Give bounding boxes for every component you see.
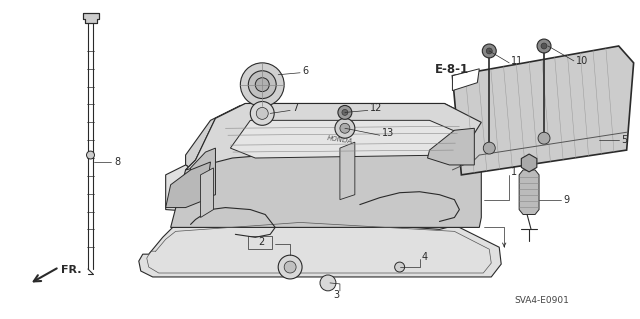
Text: 10: 10 bbox=[576, 56, 588, 66]
Circle shape bbox=[538, 132, 550, 144]
Circle shape bbox=[342, 109, 348, 115]
Text: FR.: FR. bbox=[61, 265, 82, 275]
Circle shape bbox=[541, 43, 547, 49]
Circle shape bbox=[241, 63, 284, 107]
Polygon shape bbox=[340, 142, 355, 200]
Text: 2: 2 bbox=[259, 237, 264, 247]
Circle shape bbox=[255, 78, 269, 92]
Polygon shape bbox=[452, 69, 479, 91]
Circle shape bbox=[250, 101, 274, 125]
Circle shape bbox=[256, 108, 268, 119]
Circle shape bbox=[338, 106, 352, 119]
Circle shape bbox=[340, 123, 350, 133]
Circle shape bbox=[483, 44, 496, 58]
Circle shape bbox=[284, 261, 296, 273]
Text: 5: 5 bbox=[621, 135, 627, 145]
Circle shape bbox=[483, 142, 495, 154]
Text: 8: 8 bbox=[114, 157, 120, 167]
Circle shape bbox=[335, 118, 355, 138]
Polygon shape bbox=[519, 170, 539, 214]
Polygon shape bbox=[166, 145, 479, 229]
Text: 11: 11 bbox=[511, 56, 524, 66]
Circle shape bbox=[86, 151, 95, 159]
Polygon shape bbox=[166, 162, 211, 208]
Polygon shape bbox=[171, 103, 481, 227]
Text: HONDA: HONDA bbox=[326, 135, 353, 145]
Text: 4: 4 bbox=[422, 252, 428, 262]
Polygon shape bbox=[452, 46, 634, 175]
Text: E-8-1: E-8-1 bbox=[435, 63, 469, 76]
Polygon shape bbox=[83, 13, 99, 23]
Polygon shape bbox=[428, 128, 474, 165]
Polygon shape bbox=[139, 218, 501, 277]
Circle shape bbox=[278, 255, 302, 279]
Polygon shape bbox=[186, 106, 479, 175]
Text: 3: 3 bbox=[333, 290, 339, 300]
Text: 6: 6 bbox=[302, 66, 308, 76]
Circle shape bbox=[486, 48, 492, 54]
Text: 9: 9 bbox=[563, 195, 569, 205]
Polygon shape bbox=[200, 168, 214, 218]
Text: 1: 1 bbox=[511, 167, 517, 177]
Polygon shape bbox=[522, 154, 537, 172]
Polygon shape bbox=[186, 103, 481, 170]
Circle shape bbox=[395, 262, 404, 272]
Circle shape bbox=[537, 39, 551, 53]
Text: 13: 13 bbox=[381, 128, 394, 138]
Circle shape bbox=[320, 275, 336, 291]
Polygon shape bbox=[189, 148, 216, 200]
Text: 12: 12 bbox=[370, 103, 382, 114]
Text: 7: 7 bbox=[292, 103, 298, 114]
Text: SVA4-E0901: SVA4-E0901 bbox=[515, 296, 569, 305]
Circle shape bbox=[248, 71, 276, 99]
Polygon shape bbox=[230, 120, 465, 158]
